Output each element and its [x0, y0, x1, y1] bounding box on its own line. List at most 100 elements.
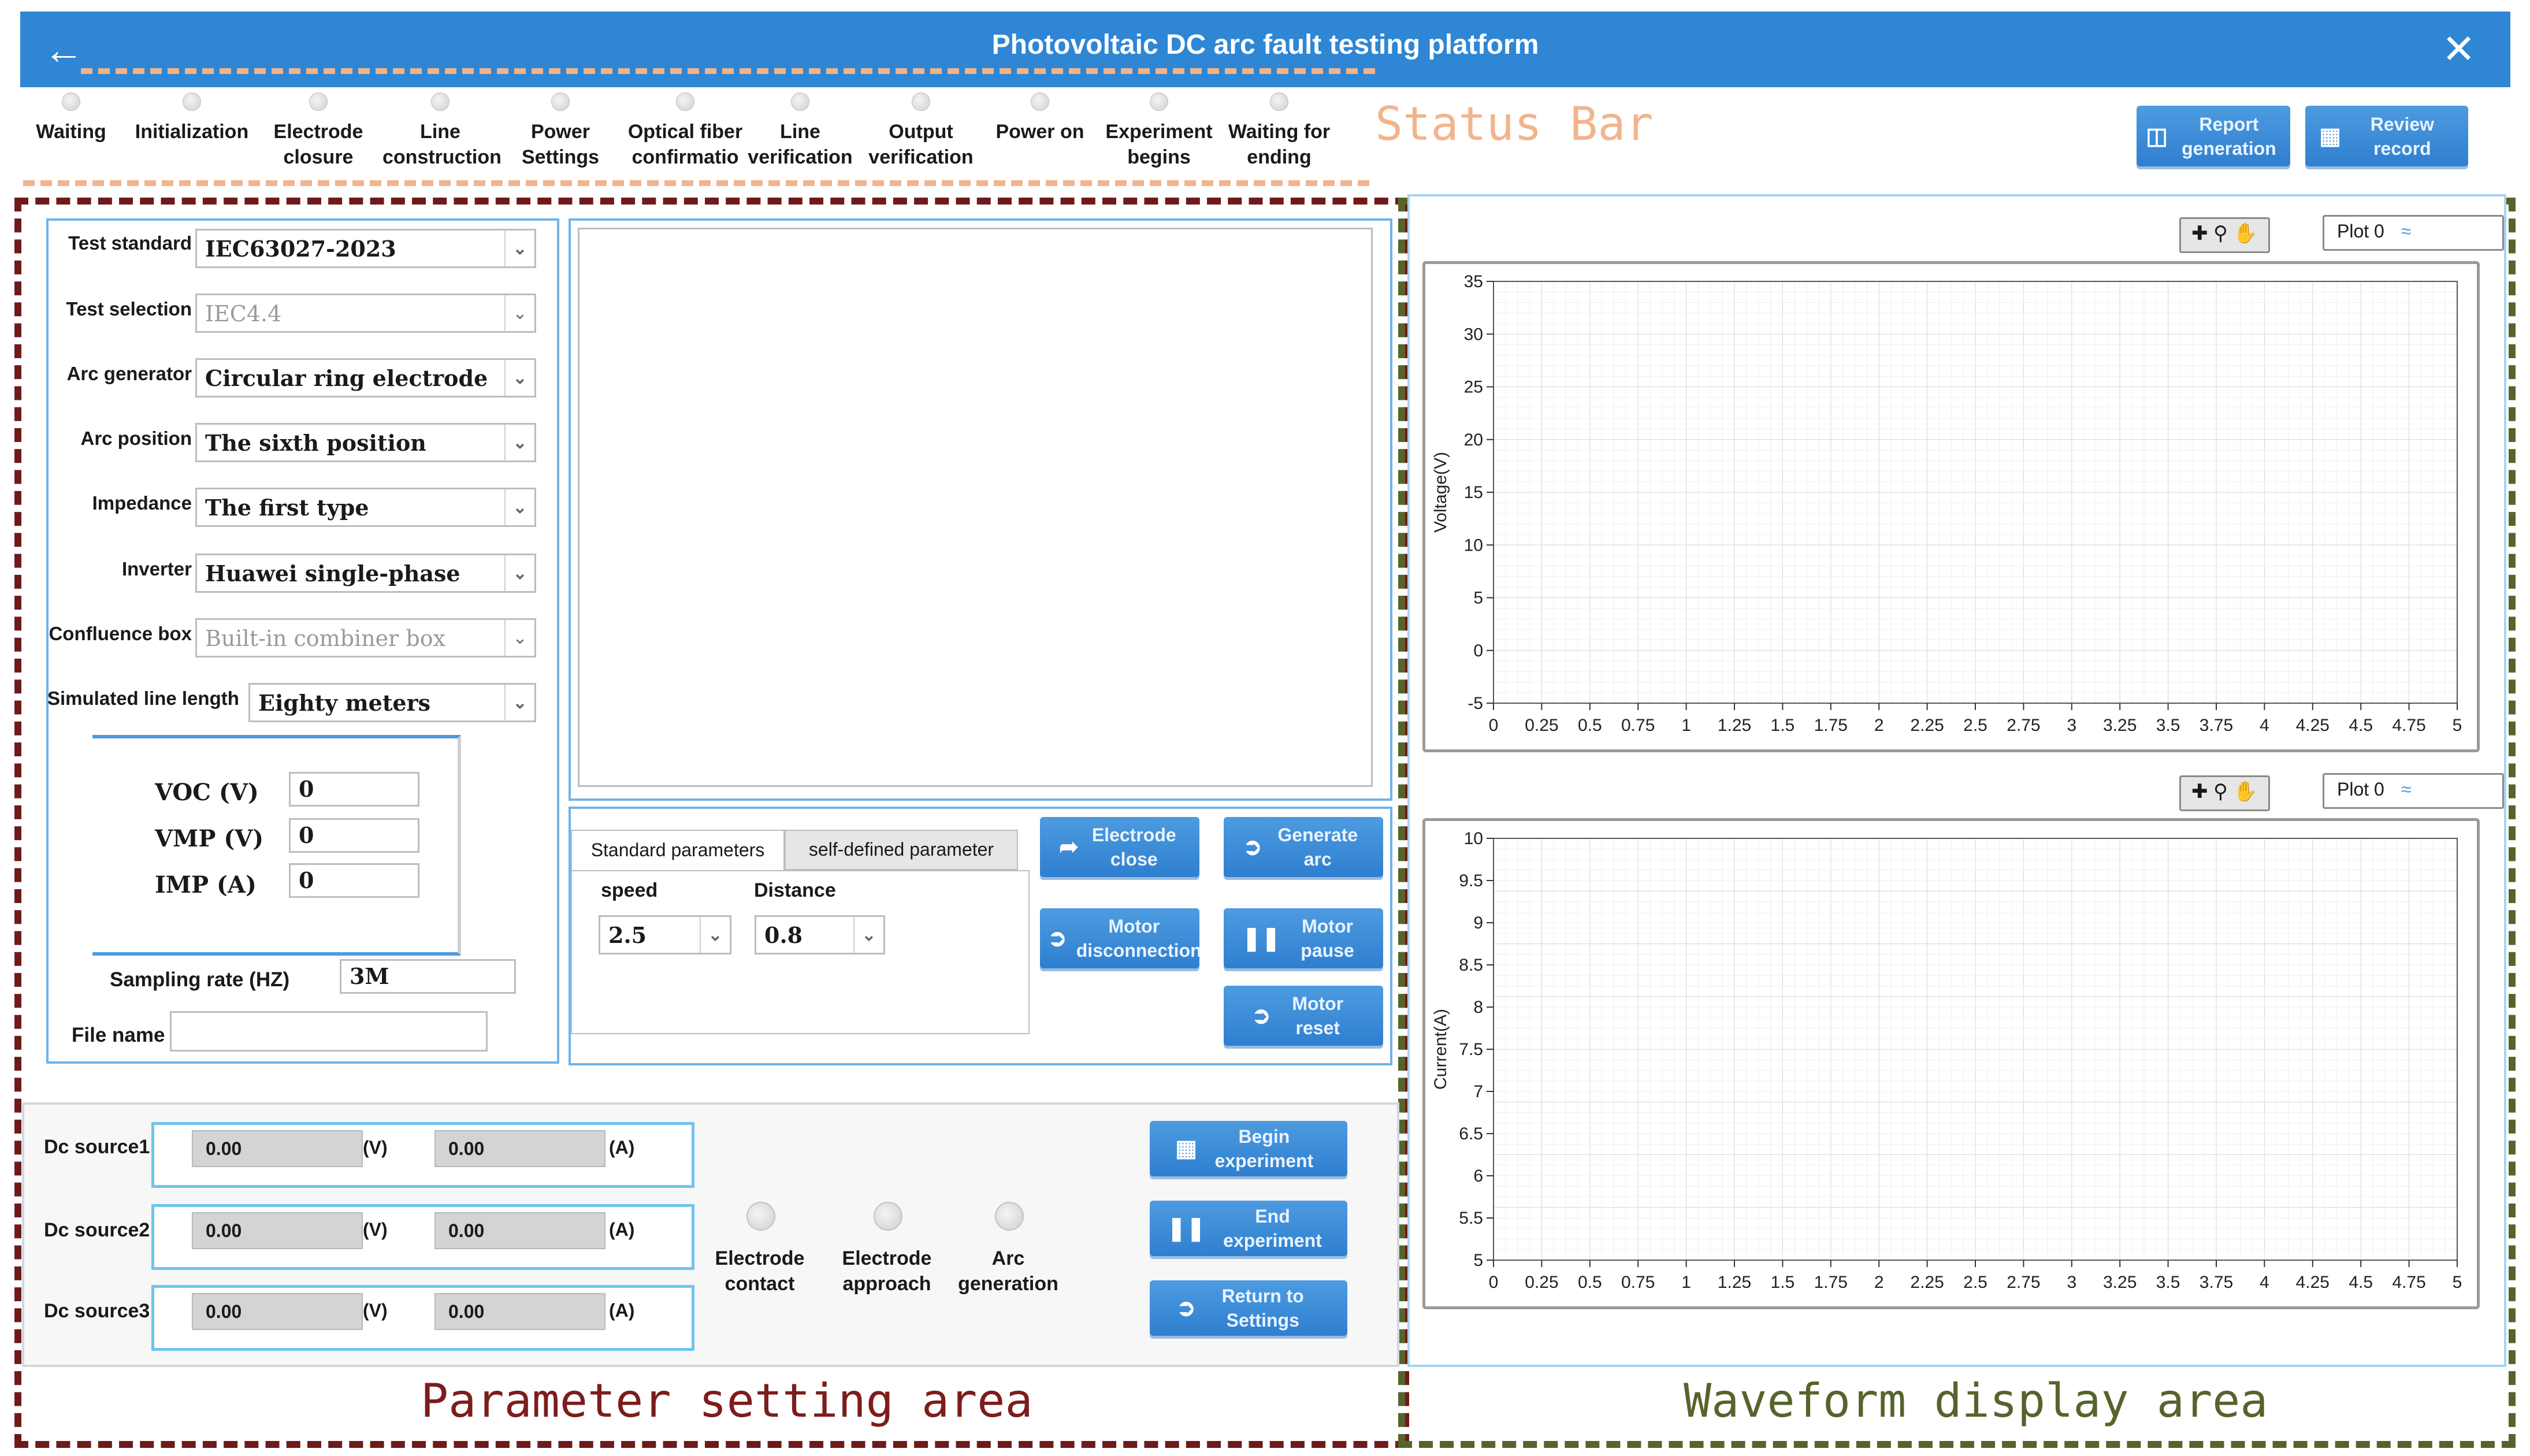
graph-tools[interactable]: ✚ ⚲ ✋: [2179, 217, 2270, 253]
graph-tools[interactable]: ✚ ⚲ ✋: [2179, 775, 2270, 811]
arc-position-select[interactable]: The sixth position ⌄: [195, 423, 536, 462]
simulated-line-length-select[interactable]: Eighty meters ⌄: [248, 683, 536, 722]
distance-select[interactable]: 0.8 ⌄: [755, 915, 885, 954]
status-led-icon: [791, 92, 809, 111]
x-tick-label: 2.5: [1963, 1273, 1987, 1292]
x-tick-label: 3.75: [2200, 1273, 2233, 1292]
voltage-graph: 0 0.25 0.5 0.75 1 1.25 1.5 1.75 2 2.25 2.5 2.75 3 3.2…: [1422, 261, 2480, 752]
confluence-box-label: Confluence box: [49, 623, 192, 644]
login-icon: ➲: [1251, 1003, 1271, 1028]
dc-source2-current: 0.00: [434, 1212, 605, 1249]
arc-generation-led-icon: [995, 1202, 1024, 1231]
simulated-line-length-label: Simulated line length: [47, 688, 239, 709]
y-tick-label: 35: [1464, 272, 1483, 291]
crosshair-icon[interactable]: ✚: [2191, 781, 2208, 803]
x-tick-label: 1: [1681, 716, 1691, 735]
imp-field[interactable]: 0: [289, 863, 419, 898]
monitor-icon: ◫: [2146, 123, 2168, 149]
x-tick-label: 4.25: [2296, 716, 2330, 735]
x-tick-label: 2.75: [2007, 1273, 2040, 1292]
test-standard-select[interactable]: IEC63027-2023 ⌄: [195, 229, 536, 268]
current-chart: 0 0.25 0.5 0.75 1 1.25 1.5 1.75 2 2.25 2.5 2.75 3 3.2…: [1431, 829, 2462, 1292]
plot-legend[interactable]: Plot 0 ≈: [2323, 773, 2504, 809]
vmp-label: VMP (V): [155, 825, 264, 852]
x-tick-label: 3: [2067, 716, 2076, 735]
x-tick-label: 1.5: [1771, 1273, 1795, 1292]
speed-label: speed: [601, 879, 658, 901]
speed-select[interactable]: 2.5 ⌄: [599, 915, 731, 954]
pan-hand-icon[interactable]: ✋: [2233, 222, 2258, 244]
y-tick-label: 10: [1464, 829, 1483, 848]
y-axis-label: Current(A): [1431, 1009, 1450, 1090]
chevron-down-icon: ⌄: [504, 295, 534, 331]
motor-pause-button[interactable]: ❚❚ Motor pause: [1224, 908, 1383, 968]
confluence-box-select[interactable]: Built-in combiner box ⌄: [195, 618, 536, 658]
voc-field[interactable]: 0: [289, 772, 419, 807]
status-step: Output verification: [863, 92, 979, 170]
zoom-icon[interactable]: ⚲: [2213, 781, 2228, 803]
arc-generator-select[interactable]: Circular ring electrode ⌄: [195, 358, 536, 398]
y-tick-label: 9: [1473, 913, 1483, 933]
dc-source1-label: Dc source1: [44, 1136, 150, 1158]
x-tick-label: 1.25: [1718, 1273, 1751, 1292]
y-tick-label: 8: [1473, 998, 1483, 1017]
x-tick-label: 2.75: [2007, 716, 2040, 735]
plot-legend[interactable]: Plot 0 ≈: [2323, 215, 2504, 251]
login-icon: ➲: [1176, 1295, 1196, 1321]
amp-unit-label: (A): [609, 1137, 635, 1158]
chevron-down-icon: ⌄: [504, 360, 534, 396]
back-arrow-icon[interactable]: ←: [43, 27, 84, 72]
status-step: Initialization: [134, 92, 250, 144]
x-tick-label: 5: [2453, 716, 2462, 735]
y-tick-label: 15: [1464, 483, 1483, 502]
sampling-rate-field[interactable]: 3M: [340, 959, 516, 994]
close-icon[interactable]: ✕: [2442, 27, 2476, 72]
x-tick-label: 0.25: [1525, 716, 1558, 735]
x-tick-label: 0: [1489, 716, 1499, 735]
test-selection-label: Test selection: [66, 298, 192, 320]
x-tick-label: 3.5: [2156, 716, 2180, 735]
end-experiment-button[interactable]: ❚❚ End experiment: [1150, 1201, 1347, 1256]
x-tick-label: 4.25: [2296, 1273, 2330, 1292]
dc-source3-current: 0.00: [434, 1293, 605, 1330]
y-tick-label: 5.5: [1459, 1209, 1483, 1228]
return-to-settings-button[interactable]: ➲ Return to Settings: [1150, 1280, 1347, 1336]
status-step: Line construction: [382, 92, 501, 170]
x-tick-label: 3.75: [2200, 716, 2233, 735]
x-tick-label: 3.25: [2103, 1273, 2137, 1292]
motor-disconnection-button[interactable]: ➲ Motor disconnection: [1040, 908, 1202, 968]
pan-hand-icon[interactable]: ✋: [2233, 781, 2258, 803]
test-selection-select[interactable]: IEC4.4 ⌄: [195, 294, 536, 333]
crosshair-icon[interactable]: ✚: [2191, 222, 2208, 244]
generate-arc-button[interactable]: ➲ Generate arc: [1224, 817, 1383, 877]
status-bar-frame-top: [81, 68, 1375, 74]
electrode-close-button[interactable]: ➦ Electrode close: [1040, 817, 1199, 877]
dc-source2-label: Dc source2: [44, 1219, 150, 1241]
tab-self-defined-parameter[interactable]: self-defined parameter: [785, 830, 1018, 870]
impedance-label: Impedance: [92, 492, 192, 514]
status-led-icon: [431, 92, 449, 111]
dc-source3-voltage: 0.00: [192, 1293, 363, 1330]
vmp-field[interactable]: 0: [289, 818, 419, 853]
motor-reset-button[interactable]: ➲ Motor reset: [1224, 986, 1383, 1046]
zoom-icon[interactable]: ⚲: [2213, 222, 2228, 244]
status-step: Power on: [982, 92, 1098, 144]
status-led-icon: [1031, 92, 1049, 111]
impedance-select[interactable]: The first type ⌄: [195, 488, 536, 527]
report-generation-button[interactable]: ◫ Report generation: [2137, 106, 2290, 166]
file-name-field[interactable]: [170, 1011, 488, 1052]
iv-group: [92, 735, 461, 956]
distance-label: Distance: [754, 879, 836, 901]
parameter-area-annotation: Parameter setting area: [421, 1374, 1033, 1428]
tab-standard-parameters[interactable]: Standard parameters: [571, 830, 785, 871]
inverter-select[interactable]: Huawei single-phase ⌄: [195, 554, 536, 593]
x-tick-label: 0.5: [1578, 716, 1602, 735]
begin-experiment-button[interactable]: ▦ Begin experiment: [1150, 1121, 1347, 1176]
review-record-button[interactable]: ▦ Review record: [2305, 106, 2468, 166]
status-step: Waiting for ending: [1221, 92, 1337, 170]
dc-source1-voltage: 0.00: [192, 1130, 363, 1167]
x-tick-label: 4: [2260, 716, 2269, 735]
x-tick-label: 4.75: [2392, 1273, 2425, 1292]
chevron-down-icon: ⌄: [853, 917, 883, 953]
voc-label: VOC (V): [155, 779, 259, 806]
